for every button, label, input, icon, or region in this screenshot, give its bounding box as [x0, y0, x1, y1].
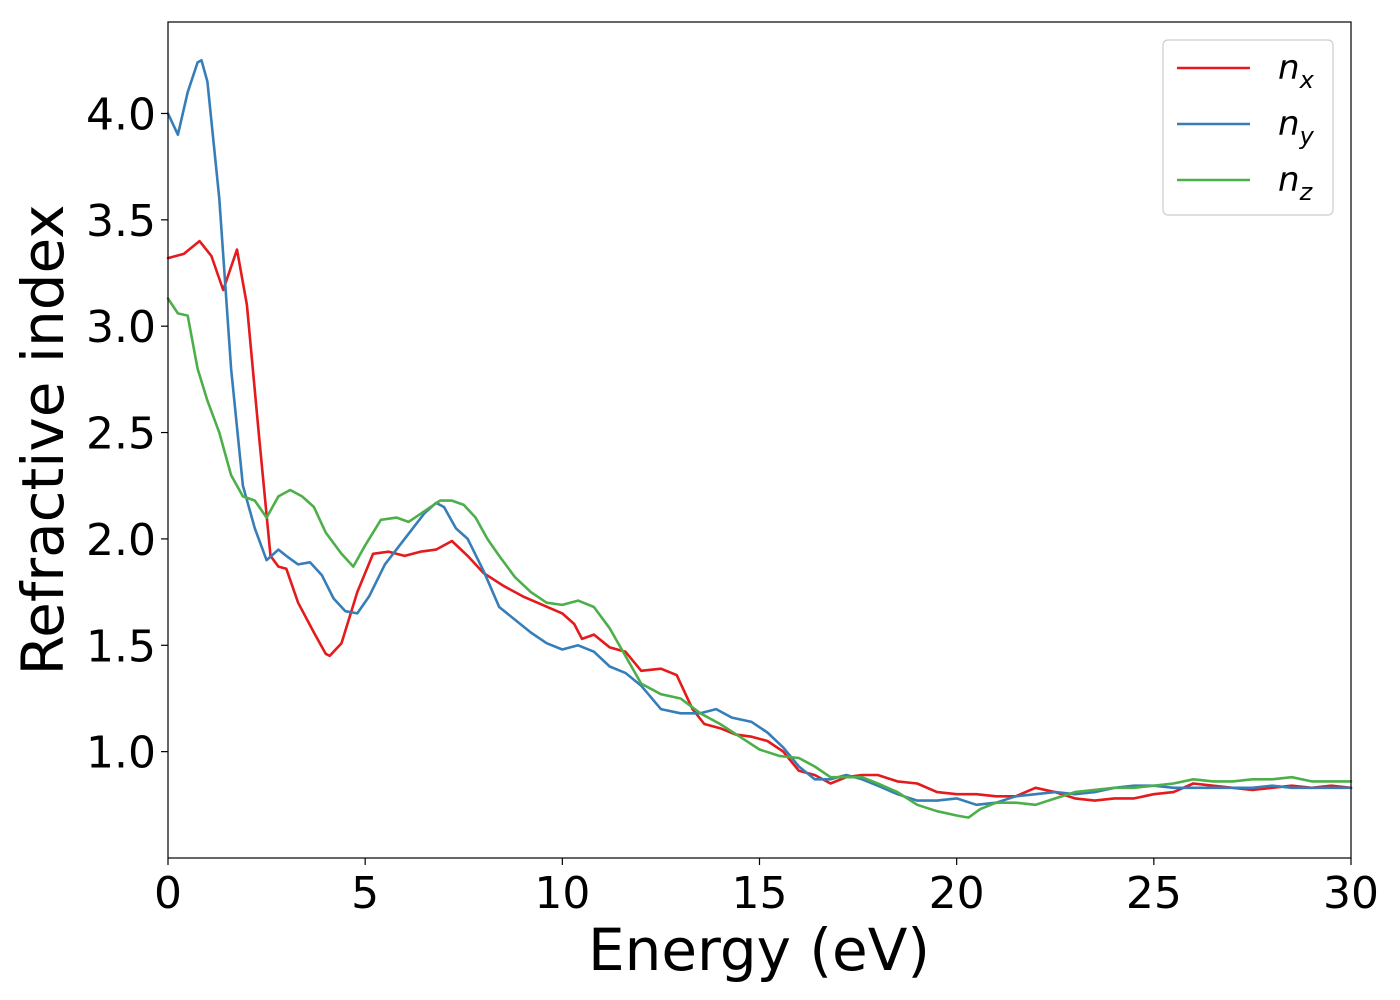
x-axis-label: Energy (eV) [588, 916, 930, 984]
x-tick-label: 0 [154, 868, 182, 919]
y-tick-label: 3.0 [86, 302, 156, 353]
series-line-z [166, 297, 1353, 819]
y-tick-label: 3.5 [86, 196, 156, 247]
x-tick-label: 5 [351, 868, 379, 919]
legend-label-base: n [1278, 48, 1300, 88]
legend-label-subscript: y [1299, 122, 1315, 150]
y-axis-label: Refractive index [9, 204, 77, 675]
legend-label-z: nz [1278, 160, 1314, 206]
legend-label-x: nx [1278, 48, 1315, 94]
legend-box [1162, 39, 1334, 216]
y-tick-label: 1.5 [86, 621, 156, 672]
y-tick-label: 1.0 [86, 728, 156, 779]
x-tick-label: 10 [534, 868, 590, 919]
x-tick-label: 25 [1126, 868, 1182, 919]
legend-label-base: n [1278, 104, 1300, 144]
legend-label-subscript: z [1299, 178, 1314, 206]
series-layer [166, 59, 1353, 819]
legend-label-base: n [1278, 160, 1300, 200]
y-tick-label: 2.0 [86, 515, 156, 566]
y-tick-label: 2.5 [86, 409, 156, 460]
x-tick-label: 30 [1323, 868, 1379, 919]
x-tick-label: 20 [929, 868, 985, 919]
legend-label-y: ny [1278, 104, 1315, 150]
y-tick-label: 4.0 [86, 89, 156, 140]
legend-label-subscript: x [1299, 66, 1315, 94]
y-axis-ticks: 1.0 1.5 2.0 2.5 3.0 3.5 4.0 [86, 89, 168, 779]
x-axis-ticks: 0 5 10 15 20 25 30 [154, 858, 1379, 919]
series-line-x [166, 239, 1353, 802]
x-tick-label: 15 [732, 868, 788, 919]
